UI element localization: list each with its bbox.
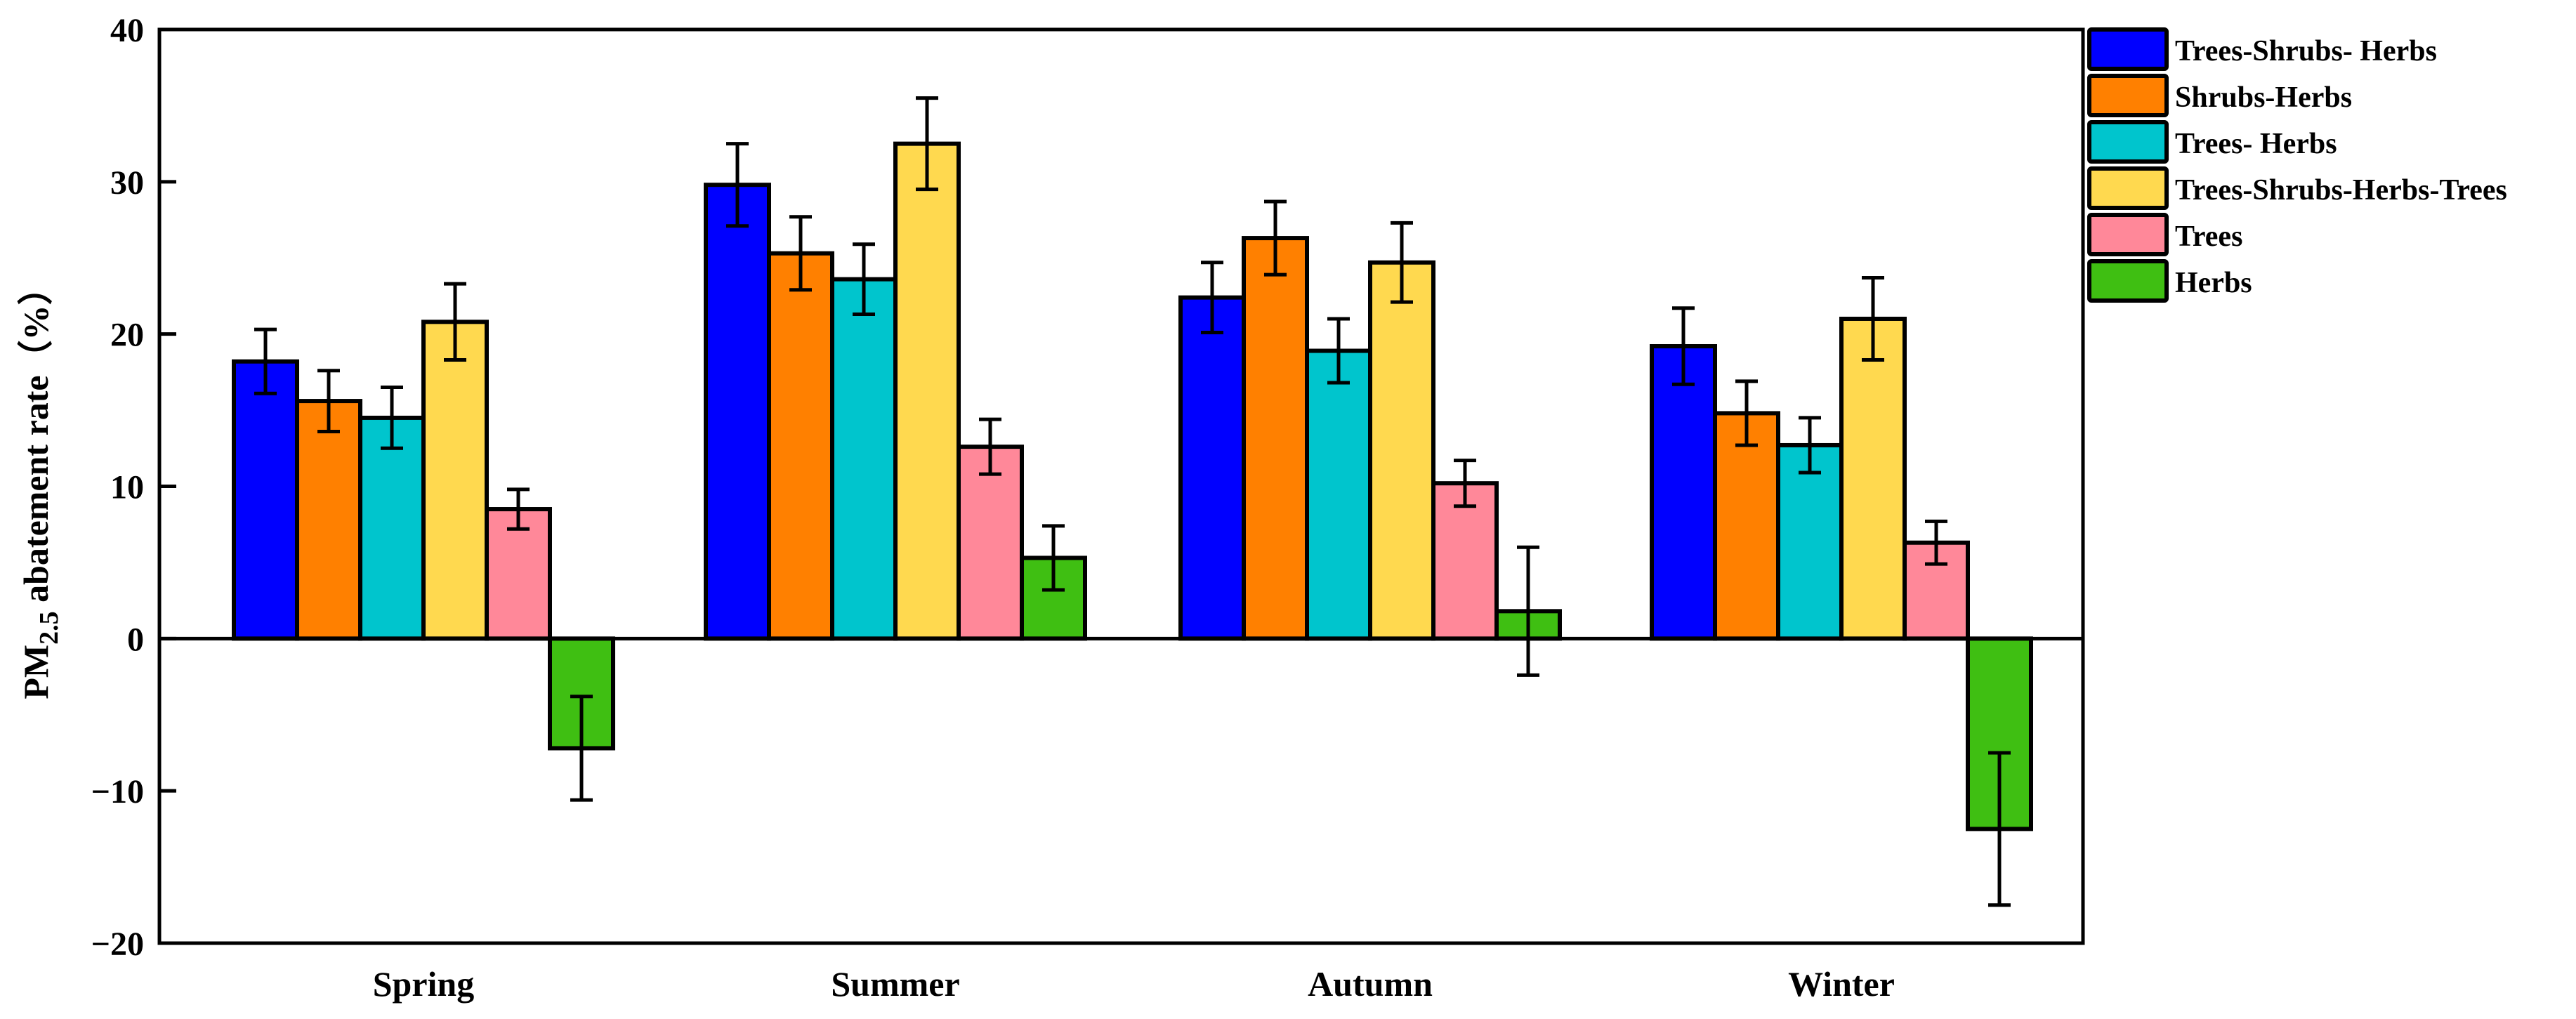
bar — [232, 359, 299, 641]
legend-label: Trees- Herbs — [2175, 128, 2337, 160]
bar — [1178, 295, 1246, 641]
y-label-rest: abatement rate（%） — [16, 270, 55, 611]
legend-swatch — [2087, 74, 2169, 117]
legend: Trees-Shrubs- Herbs Shrubs-Herbs Trees- He… — [2087, 27, 2507, 303]
y-label-sub: 2.5 — [34, 611, 64, 645]
legend-label: Herbs — [2175, 267, 2252, 299]
bar — [1713, 411, 1780, 641]
x-tick-label: Spring — [373, 964, 475, 1004]
legend-label: Trees-Shrubs- Herbs — [2175, 35, 2437, 67]
y-tick-label: 30 — [110, 164, 144, 202]
legend-swatch — [2087, 120, 2169, 164]
x-tick-label: Autumn — [1308, 964, 1433, 1004]
legend-swatch — [2087, 27, 2169, 71]
x-tick-label: Summer — [831, 964, 959, 1004]
bars-layer — [232, 96, 2033, 907]
bar — [1650, 344, 1717, 641]
x-tick-label: Winter — [1788, 964, 1895, 1004]
y-tick-label: −20 — [91, 926, 144, 963]
y-tick-label: 0 — [127, 621, 144, 658]
bar — [1368, 260, 1435, 641]
bar — [830, 277, 898, 641]
bar — [295, 399, 362, 641]
bar — [704, 183, 771, 641]
y-tick-label: 20 — [110, 317, 144, 354]
y-tick-label: −10 — [91, 773, 144, 810]
bar — [1839, 316, 1907, 641]
axes-layer: −20 −10 0 10 20 30 40 Spring Summer Autumn Winter — [91, 12, 2085, 1004]
legend-swatch — [2087, 166, 2169, 210]
bar — [767, 251, 834, 641]
legend-swatch — [2087, 259, 2169, 303]
bar — [1242, 236, 1309, 641]
legend-label: Shrubs-Herbs — [2175, 81, 2352, 114]
bar — [1305, 348, 1372, 641]
bar — [893, 141, 961, 641]
y-axis-label: PM2.5 abatement rate（%） — [16, 270, 64, 699]
y-tick-label: 10 — [110, 469, 144, 506]
y-label-main: PM — [16, 645, 55, 699]
legend-swatch — [2087, 213, 2169, 256]
bar — [421, 320, 489, 641]
bar — [358, 415, 426, 641]
y-tick-label: 40 — [110, 12, 144, 49]
legend-label: Trees-Shrubs-Herbs-Trees — [2175, 174, 2507, 206]
legend-label: Trees — [2175, 221, 2242, 253]
